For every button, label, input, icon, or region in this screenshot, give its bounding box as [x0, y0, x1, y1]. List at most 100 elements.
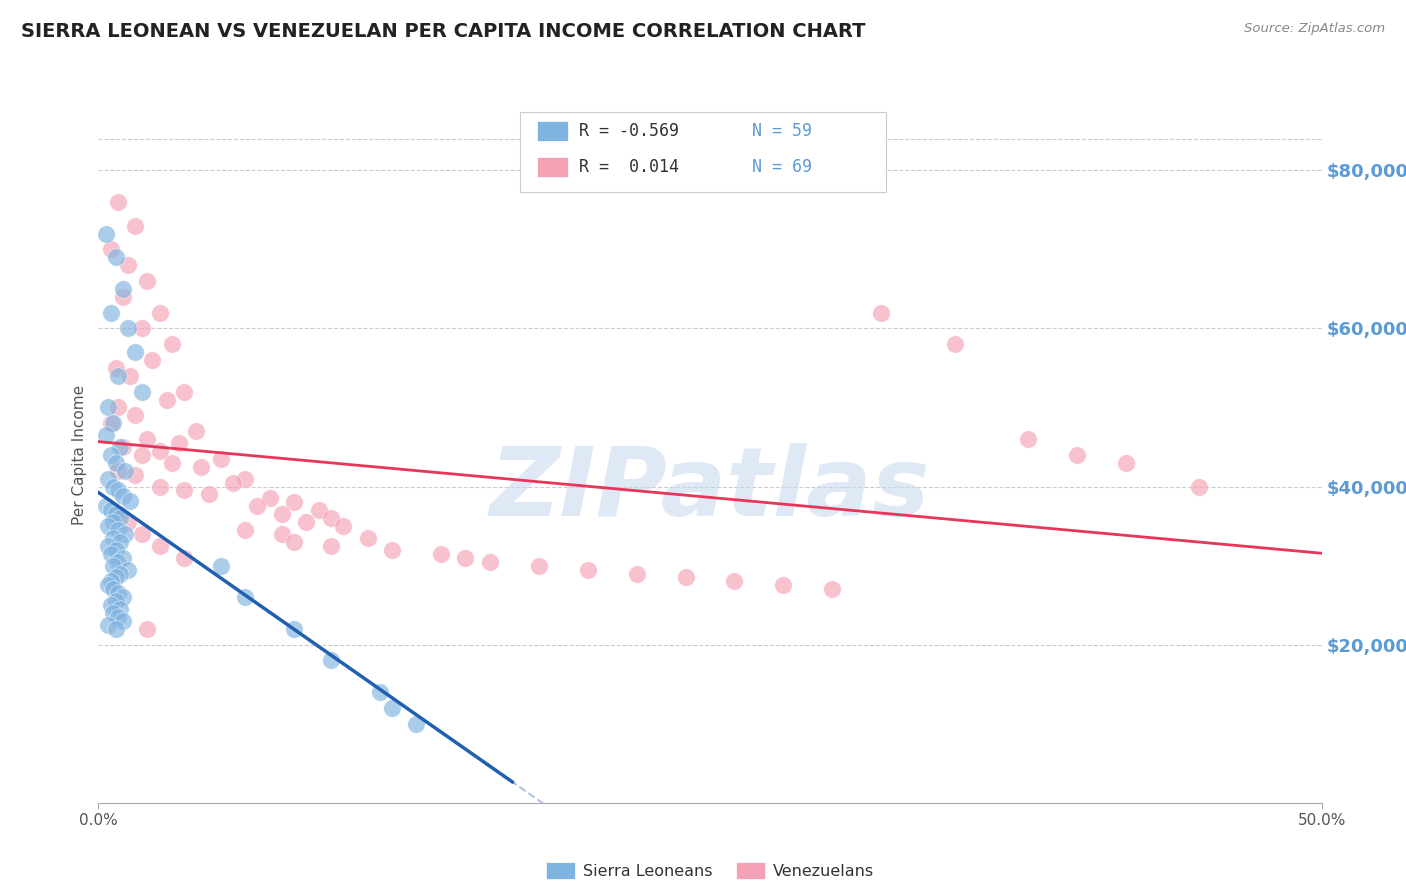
Point [1188, 479, 1211, 493]
Point [821, 582, 844, 597]
Point [117, 515, 139, 529]
Point [111, 614, 134, 628]
Text: Source: ZipAtlas.com: Source: ZipAtlas.com [1244, 22, 1385, 36]
Point [131, 321, 153, 335]
Point [454, 550, 477, 565]
Point [173, 384, 195, 399]
Point [110, 602, 132, 616]
Point [149, 305, 172, 319]
Point [186, 424, 208, 438]
Text: N = 69: N = 69 [752, 158, 813, 176]
Point [111, 290, 134, 304]
Point [356, 531, 378, 545]
Point [405, 716, 427, 731]
Point [94, 500, 117, 514]
Point [100, 574, 122, 589]
Point [270, 507, 294, 521]
Point [104, 361, 127, 376]
Point [233, 523, 256, 537]
Legend: Sierra Leoneans, Venezuelans: Sierra Leoneans, Venezuelans [540, 856, 880, 885]
Point [100, 243, 122, 257]
Point [270, 527, 294, 541]
Point [110, 440, 132, 454]
Point [101, 515, 124, 529]
Point [104, 250, 127, 264]
Point [111, 489, 134, 503]
Point [246, 500, 269, 514]
Point [149, 539, 172, 553]
Point [209, 558, 232, 573]
Point [675, 570, 697, 584]
Point [107, 586, 129, 600]
Point [156, 392, 179, 407]
Point [114, 464, 136, 478]
Point [110, 566, 132, 581]
Point [723, 574, 745, 589]
Point [141, 353, 163, 368]
Point [173, 550, 195, 565]
Point [295, 515, 318, 529]
Point [97, 401, 120, 415]
Point [319, 511, 342, 525]
Point [1115, 456, 1137, 470]
Point [1017, 432, 1039, 446]
Point [136, 622, 159, 636]
Point [97, 472, 120, 486]
Point [120, 493, 142, 508]
Point [117, 321, 139, 335]
Point [107, 464, 129, 478]
Point [233, 472, 256, 486]
Point [111, 440, 134, 454]
Point [368, 685, 391, 699]
Point [131, 448, 153, 462]
Point [124, 467, 146, 482]
Point [626, 566, 648, 581]
Text: ZIPatlas: ZIPatlas [489, 443, 931, 536]
Point [120, 368, 142, 383]
Point [308, 503, 330, 517]
Y-axis label: Per Capita Income: Per Capita Income [72, 384, 87, 525]
Point [173, 483, 195, 498]
Point [104, 542, 127, 557]
Point [100, 448, 122, 462]
Point [283, 495, 305, 509]
Point [222, 475, 245, 490]
Point [104, 456, 127, 470]
Point [124, 219, 146, 233]
Point [110, 511, 132, 525]
Text: R = -0.569: R = -0.569 [579, 122, 679, 140]
Point [97, 519, 120, 533]
Point [124, 345, 146, 359]
Point [381, 701, 404, 715]
Point [117, 563, 139, 577]
Point [97, 578, 120, 592]
Point [319, 539, 342, 553]
Point [101, 558, 124, 573]
Point [124, 409, 146, 423]
Point [100, 503, 122, 517]
Point [111, 591, 134, 605]
Point [100, 547, 122, 561]
Point [160, 337, 183, 351]
Text: N = 59: N = 59 [752, 122, 813, 140]
Point [209, 451, 232, 466]
Point [101, 417, 124, 431]
Point [107, 555, 129, 569]
Point [136, 274, 159, 288]
Point [107, 401, 129, 415]
Point [101, 531, 124, 545]
Point [160, 456, 183, 470]
Point [94, 227, 117, 241]
Point [104, 570, 127, 584]
Point [104, 507, 127, 521]
Point [97, 539, 120, 553]
Point [430, 547, 453, 561]
Point [107, 610, 129, 624]
Point [870, 305, 893, 319]
Point [117, 258, 139, 272]
Point [190, 459, 212, 474]
Point [149, 444, 172, 458]
Point [772, 578, 794, 592]
Point [283, 535, 305, 549]
Point [576, 563, 599, 577]
